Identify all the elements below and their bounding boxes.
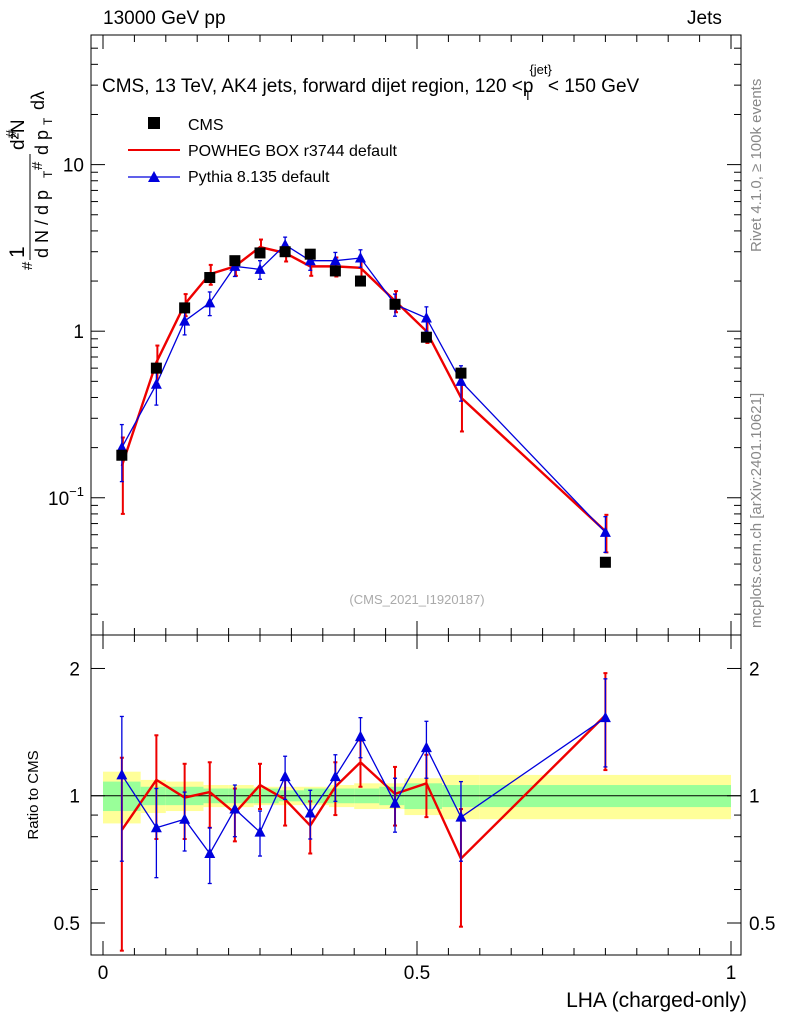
pythia-point	[150, 378, 162, 389]
svg-text:d N / d p: d N / d p	[32, 190, 52, 258]
ratio-pythia-point	[455, 811, 467, 822]
ratio-y-tick-label: 2	[69, 659, 80, 680]
chart-title: CMS, 13 TeV, AK4 jets, forward dijet reg…	[102, 62, 640, 103]
cms-data-point	[204, 272, 216, 284]
pythia-point	[304, 254, 316, 266]
ratio-pythia-point	[389, 797, 401, 808]
legend-cms-marker	[148, 117, 160, 129]
cms-data-point	[354, 275, 366, 287]
svg-text:T: T	[41, 117, 55, 125]
cms-data-point	[329, 265, 341, 277]
svg-text:d p: d p	[32, 130, 52, 155]
ratio-pythia-point	[599, 711, 611, 723]
ratio-pythia-point	[179, 813, 191, 824]
x-axis-label: LHA (charged-only)	[566, 989, 747, 1012]
cms-data-point	[179, 302, 191, 314]
ratio-pythia-point	[229, 803, 241, 814]
ratio-frame	[90, 634, 742, 956]
pythia-point	[354, 252, 366, 263]
pythia-point	[254, 263, 266, 274]
ratio-pythia-point	[254, 826, 266, 837]
svg-text:#: #	[3, 129, 20, 138]
header-left: 13000 GeV pp	[103, 8, 226, 29]
cms-data-point	[150, 362, 162, 374]
ratio-pythia-point	[329, 770, 341, 782]
svg-text:#: #	[19, 261, 36, 270]
ratio-pythia-point	[150, 821, 162, 833]
svg-text:T: T	[41, 170, 55, 178]
pythia-point	[179, 315, 191, 326]
legend-pythia-marker	[148, 171, 160, 182]
legend-pythia-label: Pythia 8.135 default	[188, 169, 330, 186]
ratio-y-tick-label-right: 0.5	[749, 914, 775, 935]
pythia-point	[204, 296, 216, 308]
cms-data-point	[420, 331, 432, 343]
x-tick-label: 0.5	[404, 963, 430, 984]
ratio-pythia-point	[204, 847, 216, 859]
pythia-point	[116, 441, 128, 453]
ratio-pythia-point	[279, 770, 291, 782]
ratio-y-tick-label: 1	[69, 787, 80, 808]
ratio-pythia-point	[116, 768, 128, 780]
ratio-pythia-point	[354, 730, 366, 742]
cms-data-point	[229, 255, 241, 267]
cms-data-point	[455, 367, 467, 379]
header-right: Jets	[687, 8, 722, 29]
ratio-powheg-line	[120, 714, 607, 861]
pythia-point	[455, 375, 467, 386]
svg-text:1: 1	[6, 246, 29, 258]
ratio-y-tick-label-right: 1	[749, 787, 760, 808]
ratio-pythia-line	[121, 717, 606, 855]
ratio-y-tick-label: 0.5	[54, 914, 80, 935]
ratio-pythia-point	[304, 807, 316, 818]
y-tick-label: 10−1	[48, 484, 84, 510]
svg-text:dλ: dλ	[28, 91, 48, 110]
cms-data-point	[304, 248, 316, 260]
cms-data-point	[599, 556, 611, 568]
legend-cms-label: CMS	[188, 117, 224, 134]
pythia-point	[420, 311, 432, 323]
ratio-y-tick-label-right: 2	[749, 659, 760, 680]
legend-powheg-label: POWHEG BOX r3744 default	[188, 143, 398, 160]
svg-text:#: #	[29, 161, 46, 170]
ratio-y-axis-label: Ratio to CMS	[25, 750, 42, 839]
pythia-point	[329, 254, 341, 266]
pythia-line	[121, 243, 606, 533]
cms-data-point	[254, 247, 266, 259]
svg-text:d²N: d²N	[8, 119, 29, 150]
y-tick-label: 10	[63, 156, 84, 177]
y-tick-label: 1	[73, 322, 84, 343]
x-tick-label: 0	[98, 963, 109, 984]
ratio-pythia-point	[420, 741, 432, 753]
cms-data-point	[279, 246, 291, 258]
cms-data-point	[389, 298, 401, 310]
powheg-line	[120, 245, 607, 533]
x-tick-label: 1	[726, 963, 737, 984]
cms-data-point	[116, 449, 128, 461]
pythia-point	[599, 526, 611, 537]
analysis-watermark: (CMS_2021_I1920187)	[349, 592, 484, 607]
